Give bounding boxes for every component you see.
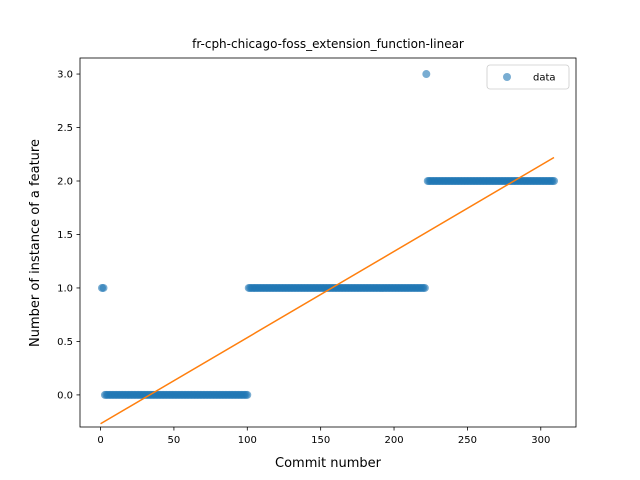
y-tick-label: 3.0 (57, 70, 73, 81)
y-tick-label: 0.0 (57, 390, 73, 401)
axes: 0 50 100 150 200 250 300 0.0 0.5 1.0 1.5 2.0 2.5 3.0 (57, 57, 577, 446)
data-point (420, 283, 429, 292)
legend-marker (503, 73, 511, 81)
data-point (549, 177, 558, 185)
chart-title: fr-cph-chicago-foss_extension_function-l… (192, 37, 464, 51)
plot-area (98, 70, 558, 425)
data-point (99, 283, 108, 292)
x-tick-label: 0 (97, 435, 103, 446)
x-tick-label: 200 (384, 435, 403, 446)
y-tick-label: 2.0 (57, 177, 73, 188)
x-axis-label: Commit number (275, 456, 382, 471)
legend-label: data (533, 73, 556, 84)
x-tick-label: 100 (238, 435, 257, 446)
data-point (422, 70, 431, 79)
fit-line (100, 156, 555, 425)
legend: data (486, 64, 570, 90)
data-point (243, 390, 252, 399)
y-tick-label: 1.0 (57, 283, 73, 294)
axes-frame (79, 57, 577, 428)
x-tick-label: 300 (531, 435, 550, 446)
x-tick-label: 50 (168, 435, 181, 446)
x-tick-label: 250 (458, 435, 477, 446)
y-axis-label: Number of instance of a feature (28, 139, 43, 347)
y-tick-label: 0.5 (57, 337, 73, 348)
y-tick-label: 2.5 (57, 123, 73, 134)
x-tick-label: 150 (311, 435, 330, 446)
y-tick-label: 1.5 (57, 230, 73, 241)
legend-box (486, 64, 570, 90)
